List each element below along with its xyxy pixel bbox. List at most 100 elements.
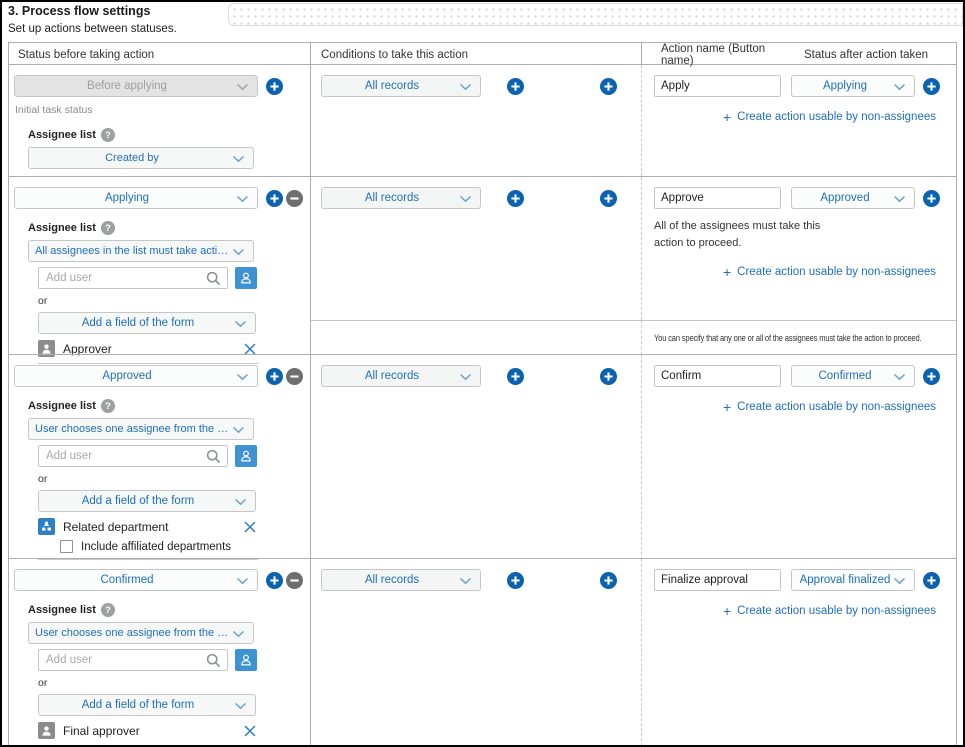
action-status-cell: All of the assignees must take this acti… [642,177,956,320]
select-user-button[interactable] [235,267,257,289]
chevron-down-icon [893,373,906,381]
person-icon [239,271,253,285]
status-before-dropdown[interactable]: Applying [14,187,258,209]
status-after-dropdown[interactable]: Confirmed [791,365,915,387]
select-user-button[interactable] [235,649,257,671]
conditions-cell: All records [311,177,642,320]
create-action-link[interactable]: + Create action usable by non-assignees [654,604,936,618]
status-before-cell: Before applying Initial task status Assi… [9,65,311,176]
add-status-after-button[interactable] [923,571,940,589]
add-user-input[interactable] [39,450,205,462]
conditions-dropdown[interactable]: All records [321,365,481,387]
or-label: or [38,295,48,307]
conditions-dropdown[interactable]: All records [321,187,481,209]
status-after-dropdown[interactable]: Approval finalized [791,569,915,591]
action-status-cell: Applying + Create action usable by non-a… [642,65,956,176]
add-branch-button[interactable] [507,572,524,589]
create-action-link[interactable]: + Create action usable by non-assignees [654,400,936,414]
add-status-after-button[interactable] [923,367,940,385]
process-row: Applying Assignee list ? All assignees i… [9,176,956,364]
help-icon[interactable]: ? [100,221,115,235]
add-field-dropdown[interactable]: Add a field of the form [38,694,256,716]
remove-icon[interactable] [242,341,258,357]
add-user-searchbox [38,267,228,289]
add-status-button[interactable] [266,77,283,95]
assignee-type-dropdown[interactable]: User chooses one assignee from the list … [28,622,254,644]
initial-status-note: Initial task status [15,104,93,116]
add-user-input[interactable] [39,654,205,666]
remove-icon[interactable] [242,519,258,535]
add-status-after-button[interactable] [923,189,940,207]
action-name-input[interactable] [654,365,781,387]
status-after-dropdown[interactable]: Approved [791,187,915,209]
assignee-type-dropdown[interactable]: All assignees in the list must take acti… [28,240,254,262]
add-action-button[interactable] [600,78,617,95]
conditions-dropdown[interactable]: All records [321,569,481,591]
add-status-button[interactable] [266,367,283,385]
plus-icon: + [722,264,732,281]
or-label: or [38,473,48,485]
plus-icon: + [722,109,732,125]
conditions-dropdown[interactable]: All records [321,75,481,97]
remove-icon[interactable] [242,723,258,739]
field-item-label: Approver [63,341,112,356]
chevron-down-icon [234,702,247,710]
table-header-row: Status before taking action Conditions t… [9,43,956,67]
add-action-button[interactable] [600,190,617,207]
status-before-cell: Applying Assignee list ? All assignees i… [9,177,311,364]
assignee-type-dropdown[interactable]: User chooses one assignee from the list … [28,418,254,440]
help-icon[interactable]: ? [100,603,115,617]
add-branch-button[interactable] [507,368,524,385]
status-before-value: Before applying [87,80,167,92]
search-icon[interactable] [205,270,227,287]
remove-status-button[interactable] [286,367,303,385]
plus-icon: + [722,603,732,619]
status-before-dropdown[interactable]: Approved [14,365,258,387]
field-item-label: Related department [63,519,169,534]
add-action-button[interactable] [600,368,617,385]
add-user-input[interactable] [39,272,205,284]
person-icon [239,449,253,463]
search-icon[interactable] [205,652,227,669]
status-before-dropdown[interactable]: Before applying [14,75,258,97]
action-name-input[interactable] [654,75,781,97]
include-affiliated-checkbox[interactable] [60,540,73,553]
action-status-cell: Confirmed + Create action usable by non-… [642,355,956,560]
add-status-button[interactable] [266,571,283,589]
add-field-dropdown[interactable]: Add a field of the form [38,490,256,512]
person-icon [239,653,253,667]
help-icon[interactable]: ? [100,399,115,413]
create-action-link-label: Create action usable by non-assignees [737,111,936,123]
remove-status-button[interactable] [286,571,303,589]
dotted-tab-placeholder [228,3,963,26]
add-user-searchbox [38,445,228,467]
create-action-link[interactable]: + Create action usable by non-assignees [654,265,936,279]
help-icon[interactable]: ? [100,128,115,142]
status-after-dropdown[interactable]: Applying [791,75,915,97]
header-conditions: Conditions to take this action [311,43,642,67]
assignee-type-value: Created by [105,152,159,164]
add-field-dropdown[interactable]: Add a field of the form [38,312,256,334]
add-action-button[interactable] [600,572,617,589]
status-before-dropdown[interactable]: Confirmed [14,569,258,591]
chevron-down-icon [232,630,245,638]
create-action-link-label: Create action usable by non-assignees [737,266,936,279]
action-name-input[interactable] [654,187,781,209]
search-icon[interactable] [205,448,227,465]
select-user-button[interactable] [235,445,257,467]
chevron-down-icon [893,577,906,585]
assignee-type-value: All assignees in the list must take acti… [35,245,229,257]
create-action-link[interactable]: + Create action usable by non-assignees [654,110,936,124]
remove-status-button[interactable] [286,189,303,207]
assignee-type-dropdown[interactable]: Created by [28,147,254,169]
page-title: 3. Process flow settings [8,4,151,18]
chevron-down-icon [459,83,472,91]
add-status-button[interactable] [266,189,283,207]
header-status-before: Status before taking action [9,43,311,67]
assignee-rule-note-cell: You can specify that any one or all of t… [642,320,956,355]
add-branch-button[interactable] [507,78,524,95]
add-branch-button[interactable] [507,190,524,207]
action-name-input[interactable] [654,569,781,591]
add-status-after-button[interactable] [923,77,940,95]
add-user-searchbox [38,649,228,671]
